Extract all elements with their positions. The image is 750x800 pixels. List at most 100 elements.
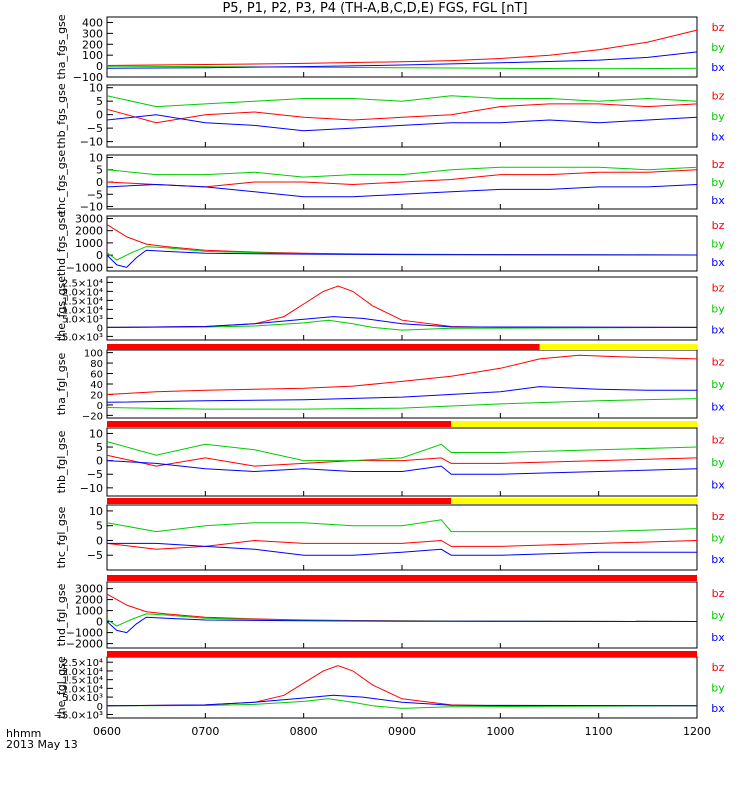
y-tick-label: 5 [96,95,103,108]
y-tick-label: 5 [96,164,103,177]
x-tick-label: 0900 [388,725,416,738]
bx-label: bx [711,324,725,337]
y-tick-label: 1.0×10⁴ [62,684,103,695]
series-line-by [106,698,698,709]
y-tick-label: −2000 [66,638,103,651]
series-line-bz [106,539,698,550]
bz-label: bz [712,587,725,600]
x-tick-label: 0700 [191,725,219,738]
y-tick-label: 100 [82,49,103,62]
mode-flag-segment [451,498,697,504]
y-tick-label: 40 [90,380,103,391]
y-tick-label: 60 [90,370,103,381]
y-tick-label: −5 [87,549,103,562]
series-line-bz [106,103,698,124]
y-axis-label: tha_fgs_gse [55,14,68,79]
bx-label: bx [711,256,725,269]
y-tick-label: 0 [97,702,103,713]
series-line-bx [106,249,698,268]
y-tick-label: −1000 [66,261,103,274]
y-tick-label: 200 [82,38,103,51]
x-axis-caption: hhmm 2013 May 13 [6,728,78,750]
y-tick-label: 10 [89,82,103,95]
bz-label: bz [712,433,725,446]
y-tick-label: 1000 [75,605,103,618]
y-tick-label: 5 [96,441,103,454]
series-line-by [106,65,698,70]
y-axis-label: thc_fgs_gse [55,150,68,215]
series-line-by [106,398,698,410]
y-tick-label: 2.5×10⁴ [62,278,103,289]
bx-label: bx [711,194,725,207]
y-axis-label: the_fgl_gse [55,656,68,719]
y-tick-label: 80 [90,359,103,370]
y-tick-label: 0 [96,455,103,468]
y-axis-label: thd_fgs_gse [55,211,68,277]
mode-flag-segment [539,344,697,350]
y-tick-label: −10 [80,482,103,495]
panel-frame [106,215,698,272]
bz-label: bz [712,158,725,171]
y-tick-label: 5 [96,520,103,533]
y-axis-label: thd_fgl_gse [55,583,68,646]
panel-frame [106,504,698,571]
bx-label: bx [711,61,725,74]
series-line-bx [106,694,698,707]
y-axis-label: thc_fgl_gse [55,506,68,568]
bx-label: bx [711,479,725,492]
bx-label: bx [711,631,725,644]
y-tick-label: −5 [87,468,103,481]
series-line-bx [106,183,698,198]
by-label: by [711,609,725,622]
y-tick-label: 1.5×10⁴ [62,296,103,307]
y-axis-label: thb_fgl_gse [55,430,68,493]
y-tick-label: 10 [89,151,103,164]
series-line-bx [106,616,698,634]
series-line-by [106,166,698,178]
y-tick-label: 0 [96,616,103,629]
y-tick-label: 0 [97,323,103,334]
series-line-bz [106,354,698,395]
y-tick-label: −5 [87,122,103,135]
chart-title: P5, P1, P2, P3, P4 (TH-A,B,C,D,E) FGS, F… [222,1,528,16]
by-label: by [711,682,725,695]
bz-label: bz [712,89,725,102]
by-label: by [711,532,725,545]
y-axis-label: tha_fgl_gse [55,353,68,416]
y-tick-label: −20 [82,411,103,422]
y-tick-label: 10 [89,505,103,518]
y-tick-label: 3000 [75,583,103,596]
bz-label: bz [712,355,725,368]
y-tick-label: 0 [96,176,103,189]
panel-frame [106,427,698,497]
y-tick-label: −5.0×10³ [54,711,103,722]
y-tick-label: 0 [96,534,103,547]
y-tick-label: 2000 [75,594,103,607]
y-tick-label: 300 [82,27,103,40]
mode-flag-segment [107,575,697,581]
y-tick-label: 1.0×10⁴ [62,305,103,316]
series-line-bx [106,114,698,132]
bx-label: bx [711,702,725,715]
bx-label: bx [711,553,725,566]
by-label: by [711,303,725,316]
series-line-bz [106,665,697,707]
y-tick-label: −100 [73,71,103,84]
bz-label: bz [712,219,725,232]
bz-label: bz [712,21,725,34]
series-line-bx [106,316,698,328]
x-tick-label: 0800 [290,725,318,738]
bz-label: bz [712,510,725,523]
series-line-by [106,319,698,331]
x-tick-label: 0600 [93,725,121,738]
y-tick-label: 10 [89,427,103,440]
y-tick-label: 1.5×10⁴ [62,676,103,687]
y-tick-label: 0 [96,109,103,122]
mode-flag-segment [107,344,540,350]
y-tick-label: −10 [80,136,103,149]
y-tick-label: 0 [96,60,103,73]
y-axis-label: thb_fgs_gse [55,83,68,149]
by-label: by [711,456,725,469]
